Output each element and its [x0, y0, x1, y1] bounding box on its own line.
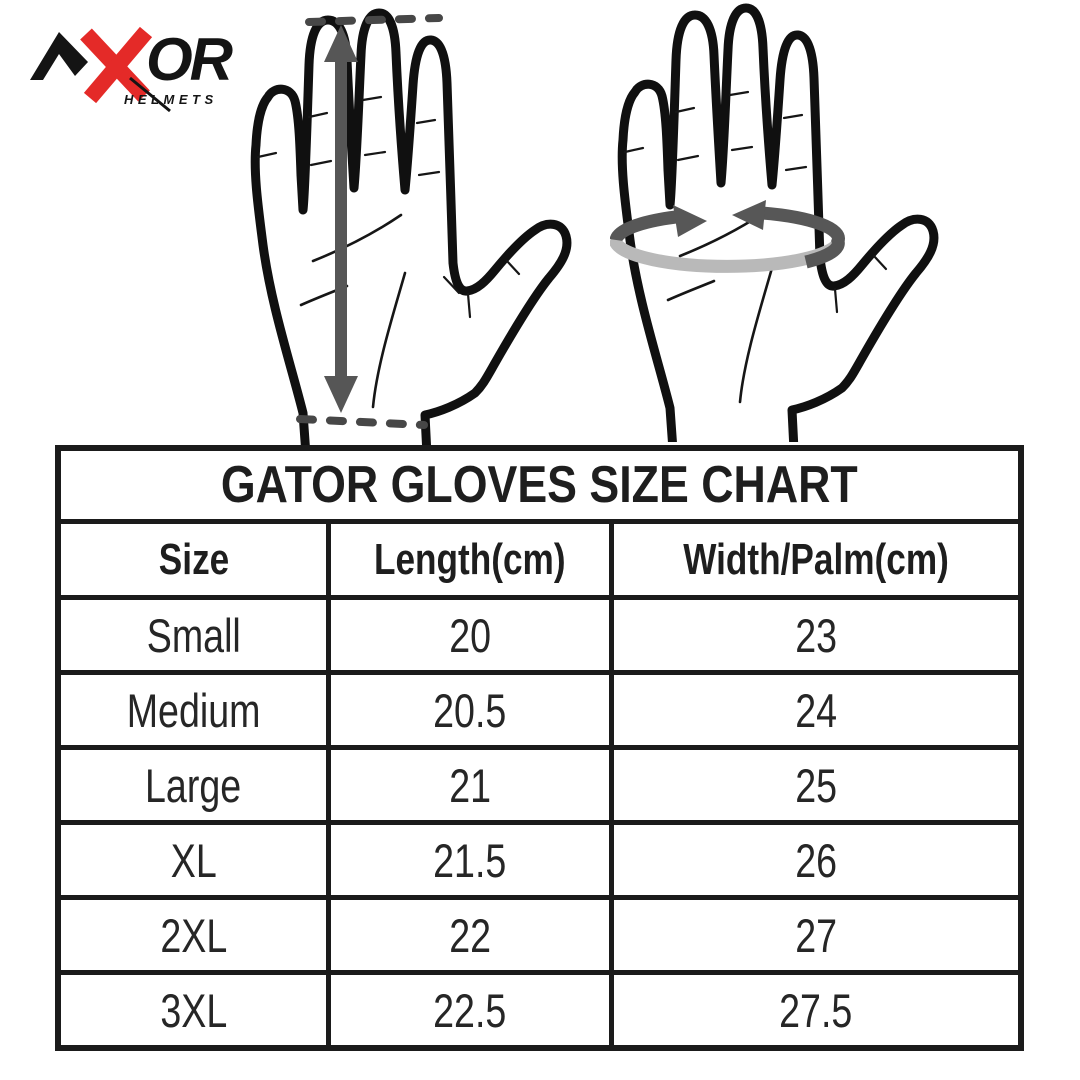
thumb-crease: [872, 254, 888, 271]
size-cell: Small: [55, 595, 332, 675]
table-row: XL 21.5 26: [55, 820, 1024, 900]
thumb-web-tick: [466, 292, 472, 319]
column-header-size: Size: [55, 519, 332, 600]
length-arrow-icon: [324, 25, 358, 413]
size-cell: Medium: [55, 670, 332, 750]
axor-or-text: OR: [146, 26, 233, 93]
length-cell: 22.5: [326, 970, 615, 1051]
length-cell: 21.5: [326, 820, 615, 900]
width-palm-cell: 25: [609, 745, 1024, 825]
finger-crease: [730, 145, 754, 152]
finger-crease: [728, 90, 750, 97]
finger-crease: [782, 113, 804, 120]
axor-letter-a-icon: [30, 32, 88, 80]
palm-crease: [311, 213, 403, 263]
table-row: 3XL 22.5 27.5: [55, 970, 1024, 1051]
finger-crease: [256, 151, 278, 159]
length-cell: 20: [326, 595, 615, 675]
finger-crease: [309, 159, 333, 167]
band-arrow-left: [761, 206, 845, 269]
length-cell: 20.5: [326, 670, 615, 750]
width-palm-cell: 26: [609, 820, 1024, 900]
hand-outline: [617, 3, 939, 442]
table-row: Medium 20.5 24: [55, 670, 1024, 750]
finger-crease: [363, 150, 387, 157]
glove-width-diagram: [610, 3, 939, 442]
table-title-row: GATOR GLOVES SIZE CHART: [55, 445, 1024, 524]
axor-logo: OR HELMETS: [30, 26, 236, 113]
table-row: 2XL 22 27: [55, 895, 1024, 975]
thumb-web-tick: [833, 287, 839, 314]
palm-crease: [738, 266, 774, 404]
length-cell: 21: [326, 745, 615, 825]
table-row: Small 20 23: [55, 595, 1024, 675]
finger-crease: [415, 118, 437, 125]
width-palm-cell: 23: [609, 595, 1024, 675]
size-table-body: GATOR GLOVES SIZE CHART Size Length(cm) …: [55, 445, 1024, 1051]
size-chart-table: GATOR GLOVES SIZE CHART Size Length(cm) …: [55, 445, 1024, 1051]
finger-crease: [361, 95, 383, 102]
size-cell: 3XL: [55, 970, 332, 1051]
palm-crease: [371, 271, 407, 409]
top-dashed-line: [305, 14, 443, 26]
finger-crease: [307, 111, 329, 119]
width-palm-cell: 27: [609, 895, 1024, 975]
finger-crease: [784, 165, 808, 172]
column-header-width-palm: Width/Palm(cm): [609, 519, 1024, 600]
thumb-web-tick: [442, 275, 461, 295]
palm-crease: [666, 279, 716, 302]
bottom-dashed-line: [296, 415, 428, 429]
band-arrowhead-left-icon: [732, 200, 766, 230]
palm-band-icon: [610, 200, 845, 273]
width-palm-cell: 24: [609, 670, 1024, 750]
size-cell: XL: [55, 820, 332, 900]
band-arrow-right: [610, 210, 677, 242]
table-row: Large 21 25: [55, 745, 1024, 825]
finger-crease: [623, 146, 645, 154]
size-cell: 2XL: [55, 895, 332, 975]
thumb-crease: [505, 259, 521, 276]
band-arrowhead-right-icon: [673, 205, 707, 237]
width-palm-cell: 27.5: [609, 970, 1024, 1051]
length-cell: 22: [326, 895, 615, 975]
axor-tagline: HELMETS: [124, 92, 218, 107]
size-cell: Large: [55, 745, 332, 825]
glove-length-diagram: [250, 8, 572, 447]
finger-crease: [674, 106, 696, 114]
table-header-row: Size Length(cm) Width/Palm(cm): [55, 519, 1024, 600]
size-chart-title: GATOR GLOVES SIZE CHART: [55, 445, 1024, 524]
axor-letter-x-icon: [80, 26, 171, 113]
finger-crease: [417, 170, 441, 177]
hand-outline: [250, 8, 572, 447]
finger-crease: [676, 154, 700, 162]
column-header-length: Length(cm): [326, 519, 615, 600]
